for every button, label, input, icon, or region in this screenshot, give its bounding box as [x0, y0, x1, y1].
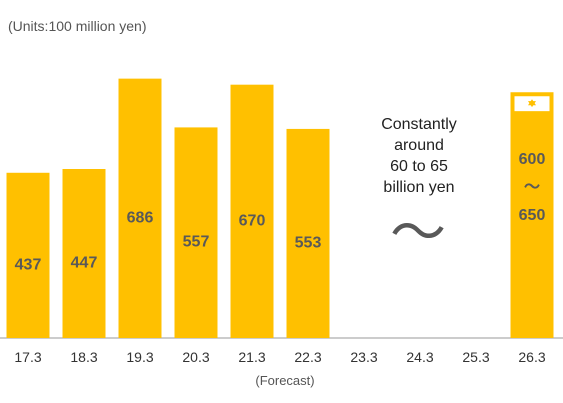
forecast-tilde-label: ～ — [524, 179, 540, 196]
x-tick-label-18.3: 18.3 — [70, 349, 97, 365]
annotation-line-3: 60 to 65 — [390, 158, 448, 175]
annotation-tilde-icon: 〜 — [390, 201, 446, 266]
bar-22.3 — [286, 128, 330, 338]
units-label: (Units:100 million yen) — [8, 18, 147, 34]
x-tick-label-17.3: 17.3 — [14, 349, 41, 365]
bar-21.3 — [230, 84, 274, 338]
data-label-21.3: 670 — [239, 212, 266, 229]
x-tick-label-26.3: 26.3 — [518, 349, 545, 365]
data-label-22.3: 553 — [295, 234, 322, 251]
data-label-20.3: 557 — [183, 234, 210, 251]
bar-17.3 — [6, 172, 50, 338]
x-tick-label-25.3: 25.3 — [462, 349, 489, 365]
x-tick-label-22.3: 22.3 — [294, 349, 321, 365]
bar-18.3 — [62, 168, 106, 338]
annotation-line-2: around — [394, 137, 444, 154]
annotation-line-1: Constantly — [381, 116, 457, 133]
x-tick-label-19.3: 19.3 — [126, 349, 153, 365]
data-label-17.3: 437 — [15, 256, 42, 273]
forecast-bar-26.3 — [510, 92, 554, 338]
forecast-label: (Forecast) — [255, 373, 315, 388]
data-label-19.3: 686 — [127, 209, 154, 226]
forecast-low-label: 600 — [519, 151, 546, 168]
x-tick-label-23.3: 23.3 — [350, 349, 377, 365]
x-tick-label-20.3: 20.3 — [182, 349, 209, 365]
forecast-high-label: 650 — [519, 207, 546, 224]
bar-19.3 — [118, 78, 162, 338]
x-tick-label-21.3: 21.3 — [238, 349, 265, 365]
x-tick-label-24.3: 24.3 — [406, 349, 433, 365]
annotation-note: Constantly around 60 to 65 billion yen — [360, 114, 478, 198]
annotation-line-4: billion yen — [383, 179, 455, 196]
bar-20.3 — [174, 127, 218, 338]
data-label-18.3: 447 — [71, 254, 98, 271]
range-arrow-down-icon — [528, 101, 536, 108]
